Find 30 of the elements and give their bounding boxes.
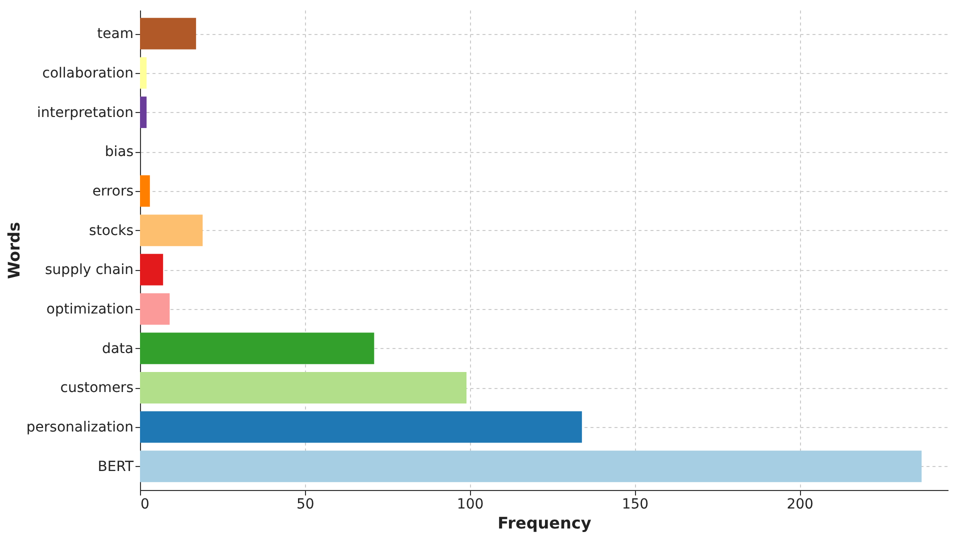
bar xyxy=(140,450,922,482)
y-tick-label: bias xyxy=(104,144,134,160)
bar xyxy=(140,411,582,443)
y-tick-label: interpretation xyxy=(37,104,134,121)
y-tick-label: stocks xyxy=(89,222,134,239)
bar xyxy=(140,57,147,89)
bar xyxy=(140,18,196,50)
x-tick-label: 200 xyxy=(786,496,814,512)
bar xyxy=(140,293,170,325)
x-tick-label: 50 xyxy=(296,496,314,512)
x-tick-label: 150 xyxy=(622,496,649,512)
y-tick-label: optimization xyxy=(46,302,134,318)
y-tick-label: personalization xyxy=(26,420,134,436)
bar xyxy=(140,96,147,128)
bar xyxy=(140,332,374,364)
bar xyxy=(140,372,466,404)
y-axis-title: Words xyxy=(4,222,24,279)
x-tick-label: 0 xyxy=(140,496,150,512)
y-tick-label: data xyxy=(102,340,134,357)
bar xyxy=(140,175,150,207)
y-tick-label: collaboration xyxy=(42,65,134,82)
bar xyxy=(140,214,203,246)
y-tick-label: BERT xyxy=(98,458,134,475)
y-tick-label: customers xyxy=(60,380,134,396)
bar xyxy=(140,254,164,286)
y-tick-label: supply chain xyxy=(45,262,134,278)
x-tick-label: 100 xyxy=(456,496,484,512)
x-axis-title: Frequency xyxy=(498,514,592,532)
y-tick-label: errors xyxy=(92,183,134,200)
y-tick-label: team xyxy=(97,26,134,42)
